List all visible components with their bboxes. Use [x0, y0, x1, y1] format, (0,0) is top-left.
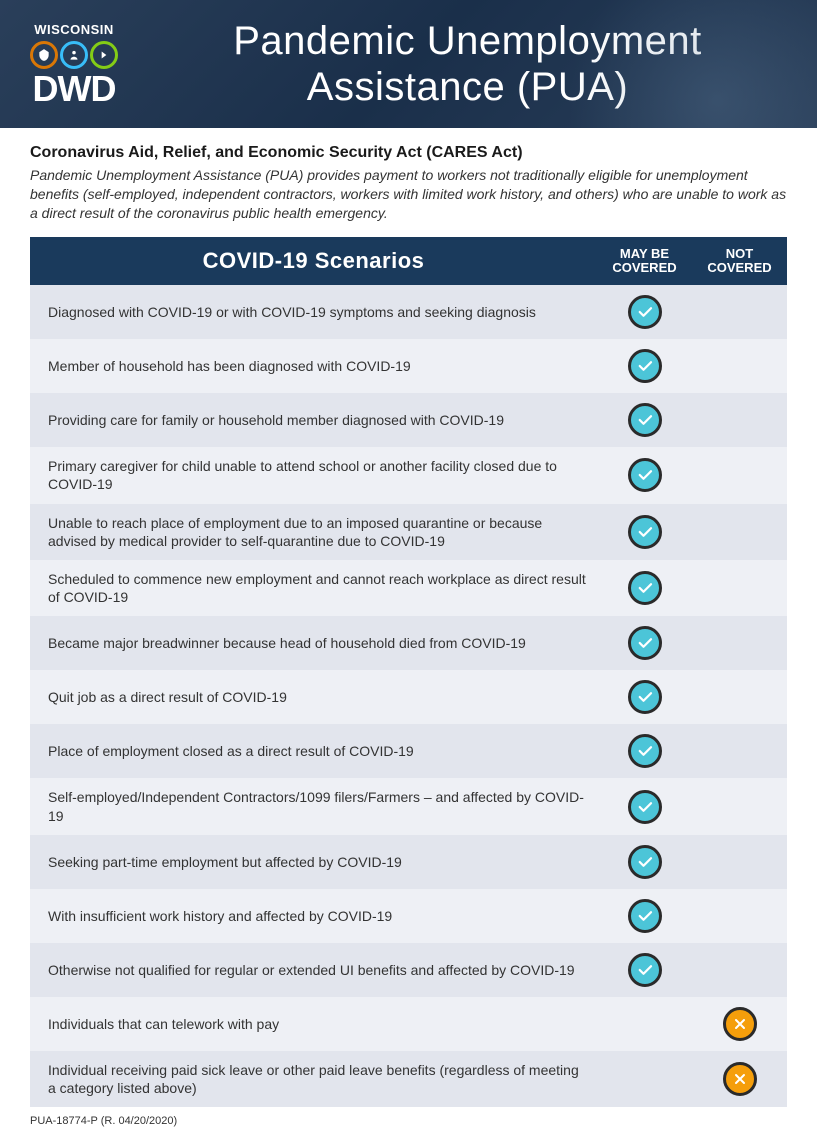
scenarios-table: COVID-19 Scenarios MAY BE COVERED NOT CO…	[30, 237, 787, 1107]
check-icon	[628, 845, 662, 879]
not-covered-cell	[692, 393, 787, 447]
covered-cell	[597, 997, 692, 1051]
not-covered-cell	[692, 835, 787, 889]
check-icon	[628, 680, 662, 714]
not-covered-cell	[692, 997, 787, 1051]
table-row: Self-employed/Independent Contractors/10…	[30, 778, 787, 834]
scenario-cell: Individuals that can telework with pay	[30, 997, 597, 1051]
scenario-cell: Unable to reach place of employment due …	[30, 504, 597, 560]
page-title: Pandemic Unemployment Assistance (PUA)	[148, 18, 787, 110]
table-row: Became major breadwinner because head of…	[30, 616, 787, 670]
scenario-cell: Member of household has been diagnosed w…	[30, 339, 597, 393]
check-icon	[628, 515, 662, 549]
table-row: Otherwise not qualified for regular or e…	[30, 943, 787, 997]
not-covered-cell	[692, 943, 787, 997]
table-header-row: COVID-19 Scenarios MAY BE COVERED NOT CO…	[30, 237, 787, 286]
scenario-cell: Providing care for family or household m…	[30, 393, 597, 447]
scenario-cell: Scheduled to commence new employment and…	[30, 560, 597, 616]
covered-cell	[597, 943, 692, 997]
table-row: Providing care for family or household m…	[30, 393, 787, 447]
not-covered-cell	[692, 447, 787, 503]
logo-circle-3-icon	[90, 41, 118, 69]
table-row: Diagnosed with COVID-19 or with COVID-19…	[30, 285, 787, 339]
logo-state-text: WISCONSIN	[34, 22, 114, 37]
logo-circles	[30, 41, 118, 69]
check-icon	[628, 349, 662, 383]
covered-cell	[597, 889, 692, 943]
col-scenarios: COVID-19 Scenarios	[30, 237, 597, 286]
table-row: Place of employment closed as a direct r…	[30, 724, 787, 778]
covered-cell	[597, 616, 692, 670]
scenario-cell: Diagnosed with COVID-19 or with COVID-19…	[30, 285, 597, 339]
check-icon	[628, 295, 662, 329]
table-row: Member of household has been diagnosed w…	[30, 339, 787, 393]
covered-cell	[597, 285, 692, 339]
not-covered-cell	[692, 724, 787, 778]
dwd-logo: WISCONSIN DWD	[30, 22, 118, 105]
logo-circle-1-icon	[30, 41, 58, 69]
covered-cell	[597, 504, 692, 560]
check-icon	[628, 571, 662, 605]
not-covered-cell	[692, 778, 787, 834]
table-row: Unable to reach place of employment due …	[30, 504, 787, 560]
covered-cell	[597, 778, 692, 834]
x-icon	[723, 1062, 757, 1096]
covered-cell	[597, 447, 692, 503]
check-icon	[628, 734, 662, 768]
x-icon	[723, 1007, 757, 1041]
table-row: Scheduled to commence new employment and…	[30, 560, 787, 616]
covered-cell	[597, 393, 692, 447]
not-covered-cell	[692, 285, 787, 339]
document-footnote: PUA-18774-P (R. 04/20/2020)	[0, 1107, 817, 1135]
not-covered-cell	[692, 504, 787, 560]
not-covered-cell	[692, 616, 787, 670]
col-covered: MAY BE COVERED	[597, 237, 692, 286]
not-covered-cell	[692, 560, 787, 616]
covered-cell	[597, 1051, 692, 1107]
logo-circle-2-icon	[60, 41, 88, 69]
scenario-cell: With insufficient work history and affec…	[30, 889, 597, 943]
scenario-cell: Quit job as a direct result of COVID-19	[30, 670, 597, 724]
table-row: Seeking part-time employment but affecte…	[30, 835, 787, 889]
covered-cell	[597, 339, 692, 393]
covered-cell	[597, 835, 692, 889]
intro-heading: Coronavirus Aid, Relief, and Economic Se…	[30, 144, 787, 162]
check-icon	[628, 626, 662, 660]
check-icon	[628, 458, 662, 492]
col-not-covered: NOT COVERED	[692, 237, 787, 286]
intro-section: Coronavirus Aid, Relief, and Economic Se…	[0, 128, 817, 237]
covered-cell	[597, 560, 692, 616]
scenario-cell: Individual receiving paid sick leave or …	[30, 1051, 597, 1107]
scenario-cell: Primary caregiver for child unable to at…	[30, 447, 597, 503]
check-icon	[628, 953, 662, 987]
not-covered-cell	[692, 670, 787, 724]
not-covered-cell	[692, 339, 787, 393]
scenario-cell: Became major breadwinner because head of…	[30, 616, 597, 670]
scenario-cell: Self-employed/Independent Contractors/10…	[30, 778, 597, 834]
scenario-cell: Place of employment closed as a direct r…	[30, 724, 597, 778]
not-covered-cell	[692, 889, 787, 943]
intro-text: Pandemic Unemployment Assistance (PUA) p…	[30, 166, 787, 223]
covered-cell	[597, 724, 692, 778]
header-banner: WISCONSIN DWD Pandemic Unemployment Assi…	[0, 0, 817, 128]
not-covered-cell	[692, 1051, 787, 1107]
table-row: Individuals that can telework with pay	[30, 997, 787, 1051]
table-row: With insufficient work history and affec…	[30, 889, 787, 943]
table-row: Primary caregiver for child unable to at…	[30, 447, 787, 503]
check-icon	[628, 790, 662, 824]
check-icon	[628, 403, 662, 437]
covered-cell	[597, 670, 692, 724]
table-row: Individual receiving paid sick leave or …	[30, 1051, 787, 1107]
logo-dwd-text: DWD	[33, 73, 116, 105]
scenario-cell: Otherwise not qualified for regular or e…	[30, 943, 597, 997]
scenario-cell: Seeking part-time employment but affecte…	[30, 835, 597, 889]
check-icon	[628, 899, 662, 933]
table-row: Quit job as a direct result of COVID-19	[30, 670, 787, 724]
